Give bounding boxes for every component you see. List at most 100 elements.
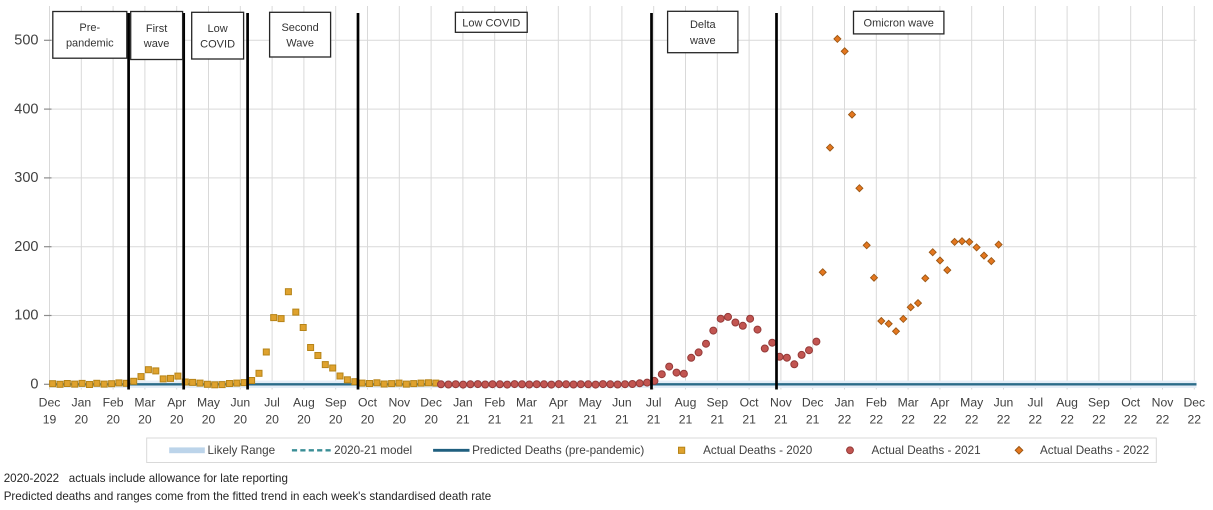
svg-text:Low: Low (208, 23, 228, 35)
svg-text:pandemic: pandemic (66, 38, 114, 50)
svg-text:22: 22 (933, 413, 947, 427)
svg-text:100: 100 (14, 308, 38, 324)
svg-text:Actual Deaths - 2020: Actual Deaths - 2020 (703, 444, 813, 457)
svg-text:20: 20 (361, 413, 375, 427)
svg-text:May: May (579, 396, 603, 410)
svg-text:Jun: Jun (994, 396, 1014, 410)
svg-text:20: 20 (75, 413, 89, 427)
svg-text:22: 22 (1092, 413, 1106, 427)
svg-text:Oct: Oct (740, 396, 760, 410)
svg-text:500: 500 (14, 33, 38, 49)
svg-text:300: 300 (14, 170, 38, 186)
svg-text:Second: Second (281, 22, 318, 34)
svg-text:2020-2022 actuals include al: 2020-2022 actuals include allowance for … (4, 472, 288, 485)
svg-text:21: 21 (488, 413, 502, 427)
svg-text:Jan: Jan (835, 396, 855, 410)
svg-text:22: 22 (965, 413, 979, 427)
svg-text:21: 21 (774, 413, 788, 427)
svg-text:20: 20 (138, 413, 152, 427)
svg-text:Likely Range: Likely Range (208, 444, 276, 457)
svg-text:21: 21 (520, 413, 534, 427)
svg-text:wave: wave (689, 35, 716, 47)
svg-text:Sep: Sep (706, 396, 728, 410)
svg-text:Jul: Jul (264, 396, 280, 410)
svg-text:20: 20 (106, 413, 120, 427)
svg-text:21: 21 (647, 413, 661, 427)
svg-text:Jun: Jun (230, 396, 250, 410)
svg-text:22: 22 (1188, 413, 1202, 427)
svg-text:May: May (197, 396, 221, 410)
svg-text:20: 20 (265, 413, 279, 427)
svg-text:19: 19 (43, 413, 57, 427)
svg-text:21: 21 (742, 413, 756, 427)
svg-text:21: 21 (456, 413, 470, 427)
svg-text:200: 200 (14, 239, 38, 255)
svg-text:22: 22 (1124, 413, 1138, 427)
svg-text:21: 21 (615, 413, 629, 427)
svg-text:Actual Deaths - 2021: Actual Deaths - 2021 (872, 444, 981, 457)
svg-text:Dec: Dec (1183, 396, 1205, 410)
svg-text:22: 22 (997, 413, 1011, 427)
svg-text:400: 400 (14, 101, 38, 117)
svg-text:Wave: Wave (286, 37, 314, 49)
svg-text:21: 21 (806, 413, 820, 427)
svg-text:Dec: Dec (420, 396, 442, 410)
svg-text:2020-21 model: 2020-21 model (334, 444, 412, 457)
svg-text:20: 20 (202, 413, 216, 427)
svg-text:Feb: Feb (103, 396, 124, 410)
svg-text:Sep: Sep (1088, 396, 1110, 410)
svg-text:Delta: Delta (690, 19, 717, 31)
svg-text:Actual Deaths - 2022: Actual Deaths - 2022 (1040, 444, 1149, 457)
svg-text:Jul: Jul (646, 396, 662, 410)
svg-text:20: 20 (234, 413, 248, 427)
svg-text:Aug: Aug (675, 396, 697, 410)
svg-text:20: 20 (424, 413, 438, 427)
svg-text:Feb: Feb (866, 396, 887, 410)
svg-text:Apr: Apr (549, 396, 568, 410)
svg-text:Mar: Mar (516, 396, 537, 410)
svg-text:Apr: Apr (167, 396, 186, 410)
svg-text:May: May (960, 396, 984, 410)
svg-text:wave: wave (143, 38, 170, 50)
svg-text:20: 20 (297, 413, 311, 427)
svg-text:Dec: Dec (802, 396, 824, 410)
svg-text:Omicron wave: Omicron wave (864, 18, 934, 30)
svg-text:Oct: Oct (1121, 396, 1141, 410)
svg-text:22: 22 (1060, 413, 1074, 427)
svg-text:20: 20 (329, 413, 343, 427)
svg-text:Sep: Sep (325, 396, 347, 410)
svg-text:Nov: Nov (1152, 396, 1175, 410)
svg-text:Jun: Jun (612, 396, 632, 410)
svg-text:Mar: Mar (898, 396, 919, 410)
svg-text:22: 22 (1029, 413, 1043, 427)
svg-text:First: First (146, 23, 167, 35)
svg-text:Predicted deaths and ranges co: Predicted deaths and ranges come from th… (4, 490, 492, 503)
svg-text:Predicted Deaths (pre-pandemic: Predicted Deaths (pre-pandemic) (472, 444, 644, 457)
svg-text:22: 22 (1156, 413, 1170, 427)
svg-text:Apr: Apr (930, 396, 949, 410)
svg-text:Jul: Jul (1028, 396, 1044, 410)
svg-text:21: 21 (679, 413, 693, 427)
svg-text:Jan: Jan (71, 396, 91, 410)
svg-text:0: 0 (30, 377, 38, 393)
svg-text:22: 22 (901, 413, 915, 427)
svg-text:Feb: Feb (484, 396, 505, 410)
svg-text:21: 21 (711, 413, 725, 427)
svg-text:Aug: Aug (1056, 396, 1078, 410)
svg-text:COVID: COVID (200, 38, 235, 50)
svg-text:Oct: Oct (358, 396, 378, 410)
svg-text:Dec: Dec (39, 396, 61, 410)
svg-text:20: 20 (170, 413, 184, 427)
svg-text:21: 21 (552, 413, 566, 427)
svg-text:22: 22 (870, 413, 884, 427)
svg-text:Pre-: Pre- (79, 22, 100, 34)
svg-text:Aug: Aug (293, 396, 315, 410)
svg-text:Mar: Mar (134, 396, 155, 410)
svg-text:21: 21 (583, 413, 597, 427)
svg-text:20: 20 (393, 413, 407, 427)
svg-text:Low COVID: Low COVID (462, 17, 520, 29)
svg-text:Nov: Nov (388, 396, 411, 410)
svg-text:Jan: Jan (453, 396, 473, 410)
svg-text:22: 22 (838, 413, 852, 427)
svg-text:Nov: Nov (770, 396, 793, 410)
